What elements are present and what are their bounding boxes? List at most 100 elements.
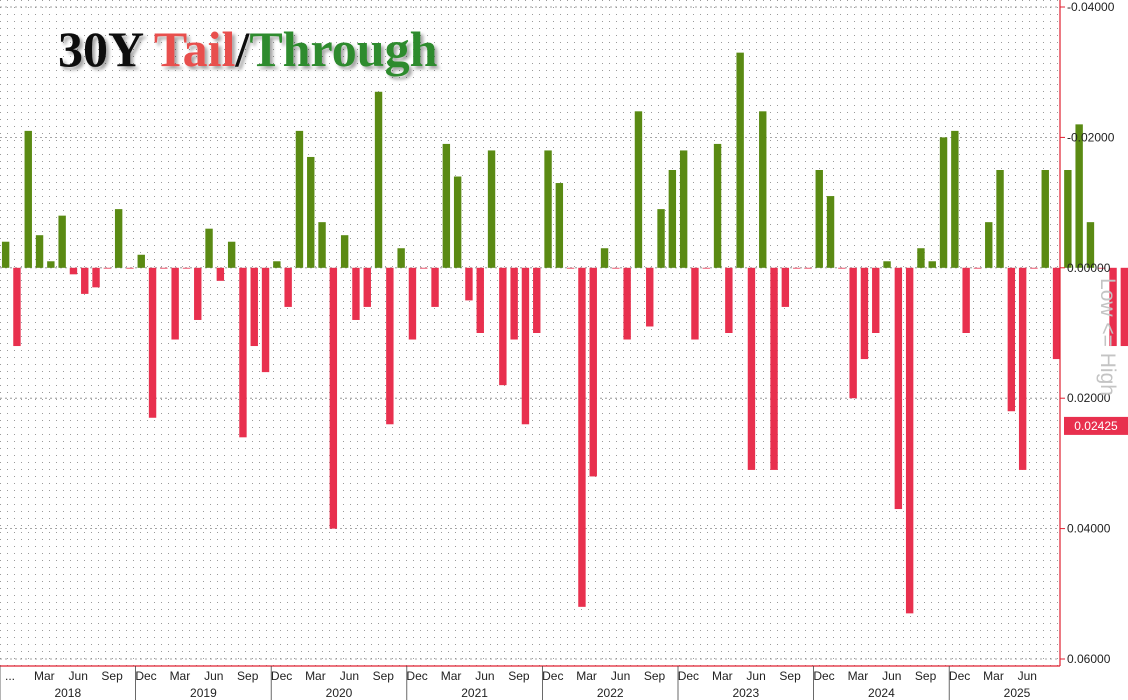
tail-bar bbox=[1120, 267, 1128, 347]
tail-bar bbox=[612, 267, 620, 269]
tail-bar bbox=[182, 267, 191, 269]
chart-title: 30Y Tail/Through bbox=[58, 21, 438, 77]
tail-bar bbox=[92, 267, 100, 288]
x-year-label: 2024 bbox=[868, 686, 895, 700]
x-month-label: Mar bbox=[441, 669, 462, 683]
through-bar bbox=[227, 241, 236, 268]
y-tick-label: 0.02000 bbox=[1067, 391, 1111, 405]
x-year-label: 2019 bbox=[190, 686, 217, 700]
tail-bar bbox=[261, 267, 270, 373]
x-month-label: Jun bbox=[340, 669, 359, 683]
through-bar bbox=[939, 137, 948, 268]
last-value-badge: 0.02425 bbox=[1064, 416, 1128, 435]
x-month-label: Dec bbox=[542, 669, 563, 683]
x-year-label: 2023 bbox=[732, 686, 759, 700]
tail-bar bbox=[352, 267, 360, 320]
x-month-label: Sep bbox=[779, 669, 801, 683]
tail-bar bbox=[792, 267, 801, 269]
tail-bar bbox=[702, 267, 710, 269]
x-month-label: Sep bbox=[101, 669, 123, 683]
x-month-label: Sep bbox=[644, 669, 666, 683]
tail-bar bbox=[905, 267, 914, 614]
x-month-label: ... bbox=[5, 669, 15, 683]
x-axis-ticks: ... Mar Jun Sep Dec Mar Jun Sep Dec Mar Jun Sep Dec M… bbox=[0, 666, 1037, 700]
tail-bar bbox=[329, 267, 338, 529]
x-month-label: Mar bbox=[576, 669, 597, 683]
through-bar bbox=[917, 248, 925, 268]
x-month-label: Jun bbox=[611, 669, 630, 683]
title-prefix: 30Y bbox=[58, 21, 154, 77]
tail-bar bbox=[510, 267, 518, 340]
tail-bar bbox=[239, 267, 247, 438]
tail-bar bbox=[1109, 267, 1117, 347]
through-bar bbox=[826, 196, 835, 268]
x-year-label: 2025 bbox=[1004, 686, 1031, 700]
x-year-label: 2018 bbox=[54, 686, 81, 700]
through-bar bbox=[442, 143, 451, 268]
through-bar bbox=[1, 241, 10, 268]
tail-bar bbox=[1007, 267, 1016, 412]
through-bar bbox=[453, 176, 462, 268]
through-bar bbox=[555, 183, 564, 268]
through-bar bbox=[883, 261, 891, 268]
tail-bar bbox=[533, 267, 541, 333]
x-month-label: Mar bbox=[983, 669, 1004, 683]
tail-bar bbox=[13, 267, 21, 347]
x-month-label: Sep bbox=[508, 669, 530, 683]
through-bar bbox=[668, 170, 677, 268]
through-bar bbox=[58, 215, 66, 268]
through-bar bbox=[137, 254, 145, 268]
x-month-label: Mar bbox=[170, 669, 191, 683]
tail-bar bbox=[1052, 267, 1061, 360]
through-bar bbox=[996, 170, 1004, 268]
through-bar bbox=[679, 150, 688, 268]
tail-bar bbox=[103, 267, 112, 269]
through-bar bbox=[815, 170, 823, 268]
x-month-label: Jun bbox=[69, 669, 88, 683]
tail-bar bbox=[578, 267, 586, 607]
tail-bar bbox=[126, 267, 134, 269]
tail-bar bbox=[1098, 267, 1106, 269]
last-value-label: 0.02425 bbox=[1074, 419, 1118, 433]
through-bar bbox=[951, 130, 959, 268]
through-bar bbox=[634, 111, 643, 268]
tail-bar bbox=[804, 267, 812, 269]
x-month-label: Mar bbox=[305, 669, 326, 683]
tail-bar bbox=[386, 267, 394, 425]
tail-bar bbox=[838, 267, 846, 269]
x-month-label: Dec bbox=[813, 669, 834, 683]
through-bar bbox=[759, 111, 767, 268]
x-month-label: Sep bbox=[915, 669, 937, 683]
through-bar bbox=[1075, 124, 1083, 268]
through-bar bbox=[295, 130, 304, 268]
tail-bar bbox=[691, 267, 699, 340]
title-through-word: Through bbox=[249, 21, 437, 77]
tail-bar bbox=[194, 267, 202, 320]
tail-bar bbox=[160, 267, 168, 269]
x-month-label: Mar bbox=[712, 669, 733, 683]
tail-bar bbox=[81, 267, 89, 294]
x-month-label: Sep bbox=[373, 669, 395, 683]
through-bar bbox=[307, 156, 315, 268]
tail-bar bbox=[623, 267, 631, 340]
x-month-label: Jun bbox=[746, 669, 765, 683]
x-month-label: Dec bbox=[271, 669, 292, 683]
through-bar bbox=[273, 261, 281, 268]
x-month-label: Dec bbox=[135, 669, 156, 683]
through-bar bbox=[713, 143, 722, 268]
tail-bar bbox=[725, 267, 733, 333]
tail-bar bbox=[566, 267, 575, 269]
y-tick-label: 0.06000 bbox=[1067, 652, 1111, 666]
x-month-label: Jun bbox=[1018, 669, 1037, 683]
tail-bar bbox=[216, 267, 225, 281]
tail-bar bbox=[747, 267, 756, 470]
title-tail-word: Tail bbox=[154, 21, 236, 77]
x-month-label: Dec bbox=[406, 669, 427, 683]
tail-bar bbox=[894, 267, 903, 510]
through-bar bbox=[985, 222, 993, 268]
through-bar bbox=[374, 91, 383, 268]
tail-bar bbox=[1030, 267, 1038, 269]
through-bar bbox=[1086, 222, 1095, 268]
tail-bar bbox=[148, 267, 157, 418]
